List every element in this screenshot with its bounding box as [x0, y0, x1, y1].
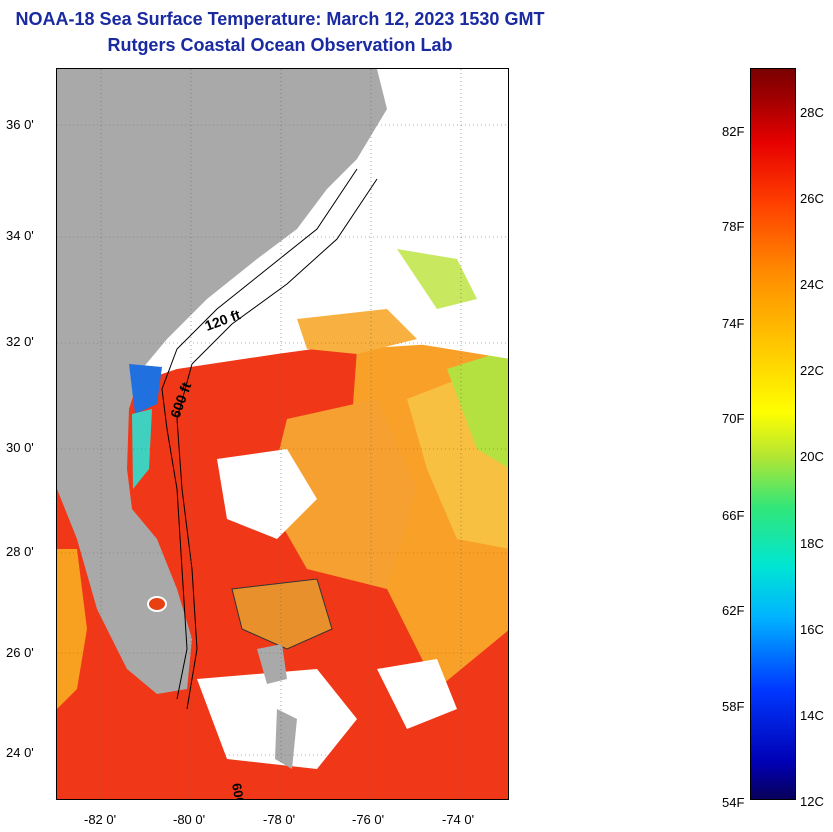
colorbar-label-54f: 54F: [722, 795, 745, 810]
andros-island: [275, 709, 297, 769]
temperature-colorbar: [750, 68, 796, 800]
north-patch: [297, 309, 417, 354]
sst-map-canvas: 120 ft 600 ft 600 ft: [57, 69, 508, 800]
colorbar-label-28c: 28C: [800, 105, 824, 120]
colorbar-label-16c: 16C: [800, 622, 824, 637]
sst-map: 120 ft 600 ft 600 ft: [56, 68, 509, 800]
lat-label-34: 34 0': [6, 228, 34, 243]
land-mass: [57, 69, 387, 694]
contour-label-600ft-south: 600 ft: [229, 782, 250, 800]
bahamas-island: [257, 644, 287, 684]
colorbar-label-58f: 58F: [722, 699, 745, 714]
colorbar-label-66f: 66F: [722, 508, 745, 523]
colorbar-label-18c: 18C: [800, 536, 824, 551]
map-subtitle: Rutgers Coastal Ocean Observation Lab: [107, 35, 453, 55]
colorbar-label-26c: 26C: [800, 191, 824, 206]
colorbar-label-62f: 62F: [722, 603, 745, 618]
colorbar-label-78f: 78F: [722, 219, 745, 234]
contour-600ft: [176, 178, 378, 710]
colorbar-label-14c: 14C: [800, 708, 824, 723]
colorbar-label-12c: 12C: [800, 794, 824, 809]
lat-label-28: 28 0': [6, 544, 34, 559]
colorbar-label-22c: 22C: [800, 363, 824, 378]
colorbar-label-24c: 24C: [800, 277, 824, 292]
gulf-water-region: [57, 549, 87, 709]
lake-okeechobee: [147, 596, 167, 612]
lon-label-82: -82 0': [84, 812, 117, 827]
north-green-patch: [397, 249, 477, 309]
colorbar-label-74f: 74F: [722, 316, 745, 331]
map-title: NOAA-18 Sea Surface Temperature: March 1…: [15, 9, 545, 29]
contour-120ft: [161, 168, 358, 700]
colorbar-label-20c: 20C: [800, 449, 824, 464]
cool-offshore-region: [447, 349, 508, 468]
cloud-patch-central: [217, 449, 317, 539]
lon-label-80: -80 0': [173, 812, 206, 827]
mid-water-region: [267, 399, 417, 589]
bahamas-bank: [231, 578, 333, 650]
lat-label-24: 24 0': [6, 745, 34, 760]
lon-label-78: -78 0': [263, 812, 296, 827]
lon-label-74: -74 0': [442, 812, 475, 827]
colorbar-label-70f: 70F: [722, 411, 745, 426]
lat-label-30: 30 0': [6, 440, 34, 455]
lat-label-26: 26 0': [6, 645, 34, 660]
cloud-patch-southeast: [377, 659, 457, 729]
lat-label-36: 36 0': [6, 117, 34, 132]
lon-label-76: -76 0': [352, 812, 385, 827]
colorbar-label-82f: 82F: [722, 124, 745, 139]
cold-nearshore-patch: [129, 364, 162, 414]
lat-label-32: 32 0': [6, 334, 34, 349]
